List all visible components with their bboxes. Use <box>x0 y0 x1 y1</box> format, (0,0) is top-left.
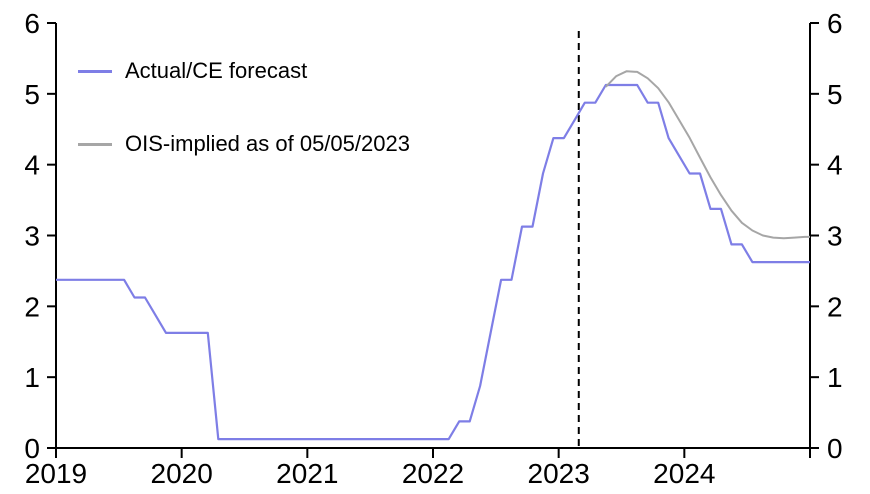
y-tick-label-right: 0 <box>827 433 843 464</box>
y-tick-label-left: 1 <box>24 362 40 393</box>
y-tick-label-right: 2 <box>827 291 843 322</box>
series-line-ois-implied-as-of-05-05-2023 <box>605 70 810 240</box>
y-tick-label-left: 5 <box>24 79 40 110</box>
x-tick-label: 2022 <box>402 458 464 489</box>
x-tick-label: 2019 <box>25 458 87 489</box>
x-tick-label: 2020 <box>151 458 213 489</box>
y-tick-label-left: 2 <box>24 291 40 322</box>
x-tick-label: 2021 <box>276 458 338 489</box>
y-tick-label-left: 4 <box>24 150 40 181</box>
y-tick-label-right: 6 <box>827 8 843 39</box>
y-tick-label-right: 1 <box>827 362 843 393</box>
y-tick-label-right: 3 <box>827 221 843 252</box>
x-tick-label: 2023 <box>528 458 590 489</box>
y-tick-label-right: 5 <box>827 79 843 110</box>
y-tick-label-left: 0 <box>24 433 40 464</box>
y-tick-label-left: 6 <box>24 8 40 39</box>
y-tick-label-right: 4 <box>827 150 843 181</box>
y-tick-label-left: 3 <box>24 221 40 252</box>
x-tick-label: 2024 <box>653 458 715 489</box>
series-line-actual-ce-forecast <box>56 83 810 441</box>
